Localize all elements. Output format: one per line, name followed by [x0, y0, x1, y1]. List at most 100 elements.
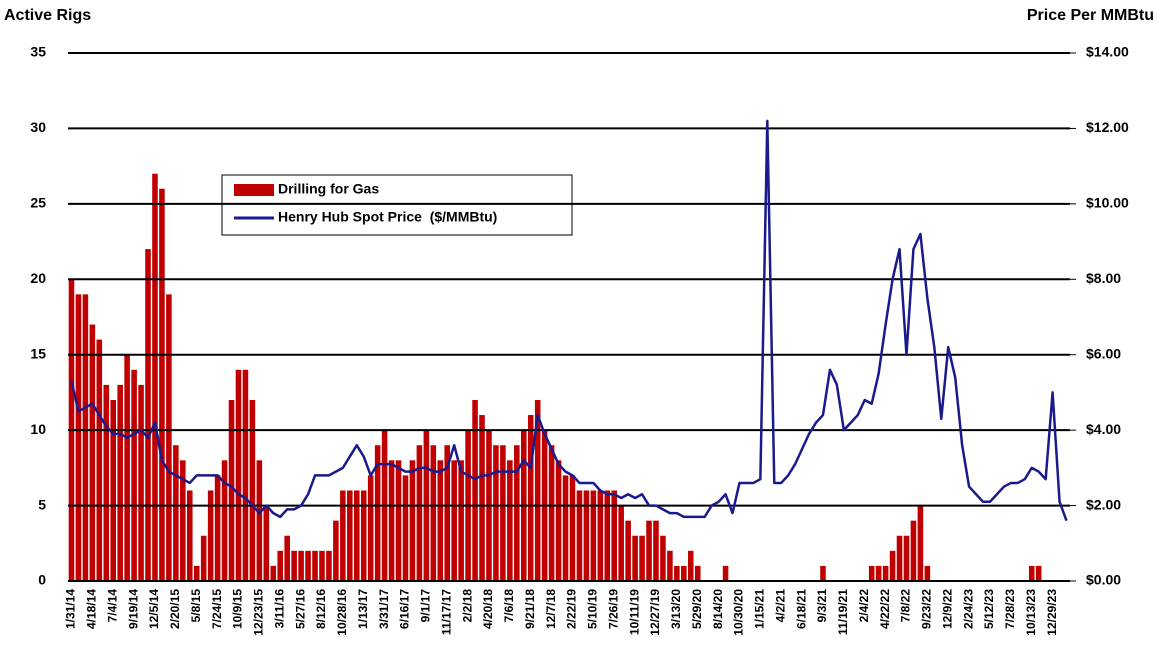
- bar: [367, 475, 374, 581]
- bar: [347, 490, 353, 581]
- x-tick-label: 5/12/23: [982, 589, 996, 629]
- bar: [527, 415, 534, 581]
- bar: [514, 445, 520, 581]
- x-tick-label: 4/18/14: [85, 589, 99, 629]
- bar: [305, 550, 311, 581]
- x-tick-label: 7/26/19: [606, 589, 620, 629]
- y2-tick-label: $2.00: [1086, 496, 1121, 512]
- y2-axis-title: Price Per MMBtu: [1027, 7, 1154, 24]
- x-tick-label: 3/11/16: [272, 589, 286, 629]
- x-tick-label: 6/18/21: [794, 589, 808, 629]
- x-tick-label: 11/19/21: [836, 589, 850, 635]
- bar: [722, 565, 729, 581]
- bar: [326, 550, 332, 581]
- x-tick-label: 2/24/23: [961, 589, 975, 629]
- x-tick-label: 7/8/22: [899, 589, 913, 623]
- bar: [590, 490, 597, 581]
- x-tick-label: 2/4/22: [857, 589, 871, 623]
- x-tick-label: 9/19/14: [126, 589, 140, 629]
- bar: [548, 445, 555, 581]
- bar: [409, 460, 416, 581]
- bar: [333, 520, 339, 581]
- x-tick-label: 7/28/23: [1003, 589, 1017, 629]
- x-tick-label: 2/22/19: [565, 589, 579, 629]
- x-tick-label: 5/10/19: [586, 589, 600, 629]
- bar: [159, 188, 165, 581]
- bar: [681, 565, 687, 581]
- bar: [103, 384, 110, 581]
- x-tick-label: 2/20/15: [168, 589, 182, 629]
- bar: [312, 550, 318, 581]
- bar: [152, 173, 158, 581]
- bar: [1035, 565, 1042, 581]
- x-tick-label: 4/20/18: [481, 589, 495, 629]
- bar: [646, 520, 652, 581]
- y-tick-label: 20: [30, 270, 46, 286]
- bar: [360, 490, 367, 581]
- bar: [388, 460, 395, 581]
- bar: [242, 369, 249, 581]
- bar: [917, 505, 924, 581]
- x-tick-label: 10/9/15: [231, 589, 245, 629]
- bar: [597, 490, 604, 581]
- bar: [145, 249, 151, 581]
- bar: [395, 460, 402, 581]
- bar: [353, 490, 360, 581]
- legend-label: Drilling for Gas: [278, 181, 379, 197]
- bar: [451, 460, 457, 581]
- bar: [430, 445, 437, 581]
- y-axis-title: Active Rigs: [4, 7, 91, 24]
- y2-tick-label: $14.00: [1086, 44, 1129, 60]
- bar: [374, 445, 381, 581]
- bar: [639, 535, 645, 581]
- bar: [200, 535, 207, 581]
- y-tick-label: 10: [30, 421, 46, 437]
- bar: [632, 535, 638, 581]
- bar: [583, 490, 590, 581]
- bar: [214, 475, 221, 581]
- bar: [1028, 565, 1035, 581]
- x-tick-label: 3/13/20: [669, 589, 683, 629]
- bar: [611, 490, 618, 581]
- x-tick-label: 5/8/15: [189, 589, 203, 623]
- x-tick-label: 2/2/18: [460, 589, 474, 623]
- x-tick-label: 1/31/14: [64, 589, 78, 629]
- bar: [479, 415, 485, 581]
- bar: [667, 550, 673, 581]
- bar: [75, 294, 82, 581]
- x-tick-label: 12/23/15: [252, 589, 266, 636]
- bar: [402, 475, 409, 581]
- bar: [507, 460, 513, 581]
- bar: [576, 490, 583, 581]
- bar: [173, 445, 179, 581]
- bar: [555, 460, 562, 581]
- x-tick-label: 12/9/22: [940, 589, 954, 629]
- bar: [604, 490, 611, 581]
- bar: [896, 535, 903, 581]
- y2-tick-label: $8.00: [1086, 270, 1121, 286]
- bar: [249, 399, 256, 581]
- x-tick-label: 9/3/21: [815, 589, 829, 623]
- bar: [875, 565, 882, 581]
- y2-tick-label: $6.00: [1086, 345, 1121, 361]
- bar: [569, 475, 576, 581]
- x-tick-label: 12/27/19: [648, 589, 662, 636]
- bar: [207, 490, 214, 581]
- x-tick-label: 8/12/16: [314, 589, 328, 629]
- bar: [500, 445, 506, 581]
- bar: [340, 490, 346, 581]
- y-tick-label: 5: [38, 496, 46, 512]
- legend-label: Henry Hub Spot Price ($/MMBtu): [278, 209, 497, 225]
- bar: [256, 460, 263, 581]
- x-tick-label: 7/6/18: [502, 589, 516, 623]
- x-tick-label: 9/1/17: [419, 589, 433, 623]
- bar: [284, 535, 290, 581]
- x-tick-label: 5/27/16: [293, 589, 307, 629]
- bar: [319, 550, 325, 581]
- x-tick-label: 9/21/18: [523, 589, 537, 629]
- bar: [82, 294, 89, 581]
- legend-swatch: [234, 184, 274, 196]
- x-tick-label: 8/14/20: [711, 589, 725, 629]
- bar: [270, 565, 277, 581]
- x-tick-label: 11/17/17: [439, 589, 453, 635]
